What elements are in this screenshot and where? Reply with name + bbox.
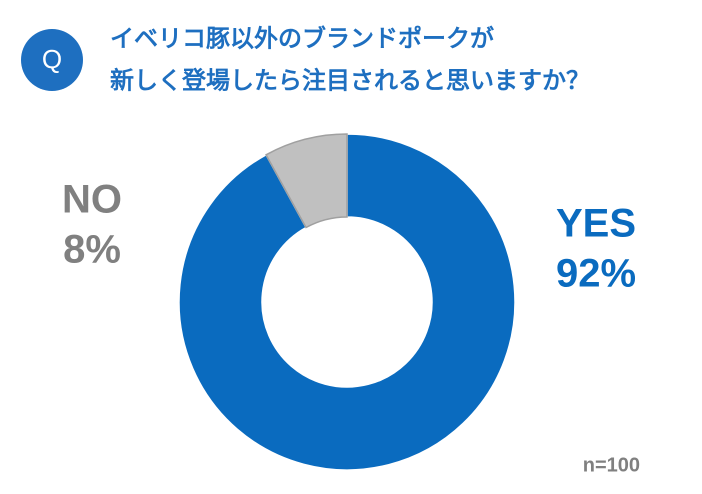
donut-slice [178,133,516,471]
donut-slice [265,133,348,229]
title-line: イベリコ豚以外のブランドポークが [110,24,494,52]
value-label: 8% [63,228,121,272]
badge-circle [21,29,83,91]
title-line: 新しく登場したら注目されると思いますか？ [110,66,590,94]
badge-text: Q [42,44,62,74]
value-label: 92% [556,252,636,296]
category-label: YES [556,202,636,246]
note: n=100 [583,454,640,476]
category-label: NO [62,178,122,222]
